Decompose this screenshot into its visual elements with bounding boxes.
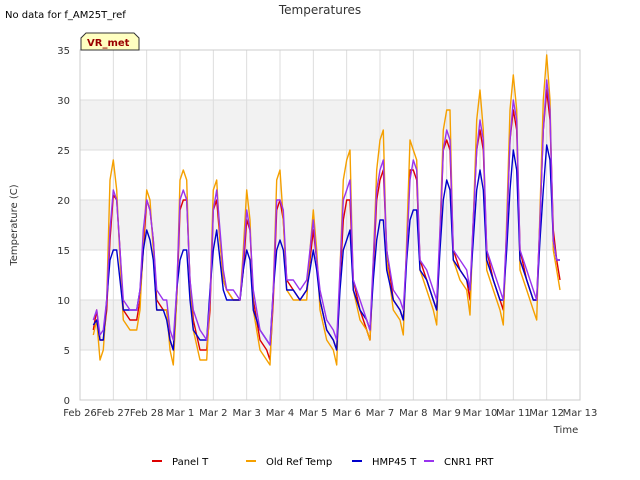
y-tick-label: 0 <box>64 396 70 407</box>
y-axis-ticks: 0 5 10 15 20 25 30 35 <box>57 46 70 407</box>
x-tick-label: Mar 5 <box>299 408 327 419</box>
x-tick-label: Mar 12 <box>529 408 564 419</box>
x-tick-label: Mar 9 <box>432 408 460 419</box>
x-tick-label: Mar 6 <box>332 408 360 419</box>
background-band <box>80 200 580 250</box>
y-tick-label: 25 <box>57 146 70 157</box>
legend: Panel T Old Ref Temp HMP45 T CNR1 PRT <box>152 457 494 468</box>
chart-title: Temperatures <box>278 3 361 17</box>
series-line-cnr1-prt <box>92 79 560 346</box>
series-lines <box>92 54 561 366</box>
no-data-note: No data for f_AM25T_ref <box>5 10 126 21</box>
x-axis-title: Time <box>553 425 578 436</box>
x-tick-label: Mar 1 <box>166 408 194 419</box>
x-tick-label: Mar 2 <box>199 408 227 419</box>
y-tick-label: 10 <box>57 296 70 307</box>
legend-label: Panel T <box>172 457 209 468</box>
x-tick-label: Mar 10 <box>463 408 498 419</box>
x-tick-label: Mar 4 <box>266 408 294 419</box>
y-tick-label: 35 <box>57 46 70 57</box>
badge-label: VR_met <box>87 38 130 49</box>
x-tick-label: Mar 13 <box>563 408 598 419</box>
legend-label: Old Ref Temp <box>266 457 332 468</box>
x-tick-label: Mar 8 <box>399 408 427 419</box>
series-line-hmp45-t <box>92 144 560 351</box>
y-tick-label: 30 <box>57 96 70 107</box>
y-tick-label: 15 <box>57 246 70 257</box>
background-band <box>80 100 580 150</box>
x-tick-label: Feb 26 <box>63 408 97 419</box>
plot-border <box>79 49 581 401</box>
y-axis-title: Temperature (C) <box>9 184 20 266</box>
legend-label: HMP45 T <box>372 457 417 468</box>
x-tick-label: Mar 3 <box>232 408 260 419</box>
x-tick-label: Mar 11 <box>496 408 531 419</box>
series-line-old-ref-temp <box>92 54 561 366</box>
y-tick-label: 5 <box>64 346 70 357</box>
badge-shape <box>80 32 140 51</box>
background-bands <box>80 100 580 350</box>
plot-frame <box>79 49 581 401</box>
x-tick-label: Feb 28 <box>130 408 164 419</box>
x-axis-ticks: Feb 26 Feb 27 Feb 28 Mar 1 Mar 2 Mar 3 Mar 4 Ma… <box>63 408 597 419</box>
x-tick-label: Feb 27 <box>97 408 131 419</box>
vr-met-badge: VR_met <box>80 32 140 51</box>
legend-label: CNR1 PRT <box>444 457 494 468</box>
x-tick-label: Mar 7 <box>366 408 394 419</box>
y-tick-label: 20 <box>57 196 70 207</box>
